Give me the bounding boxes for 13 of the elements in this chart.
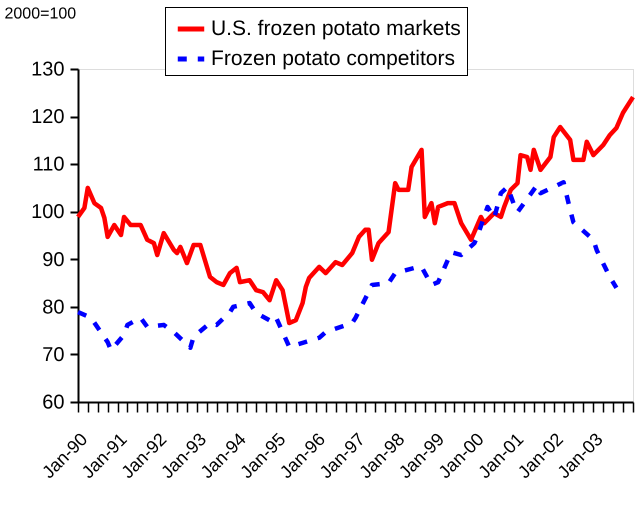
line-series <box>76 180 619 352</box>
legend-label: Frozen potato competitors <box>211 47 455 70</box>
y-tick-label: 70 <box>42 344 64 366</box>
line-series <box>76 94 635 326</box>
y-tick-label: 120 <box>31 106 64 128</box>
y-tick-label: 60 <box>42 392 64 414</box>
legend-label: U.S. frozen potato markets <box>211 17 461 40</box>
y-tick-label: 110 <box>32 154 64 176</box>
y-tick-label: 80 <box>42 296 64 318</box>
y-tick-label: 90 <box>42 248 64 271</box>
y-tick-label: 100 <box>31 201 64 224</box>
y-tick-label: 130 <box>31 58 64 80</box>
y-axis-title: 2000=100 <box>4 6 76 22</box>
